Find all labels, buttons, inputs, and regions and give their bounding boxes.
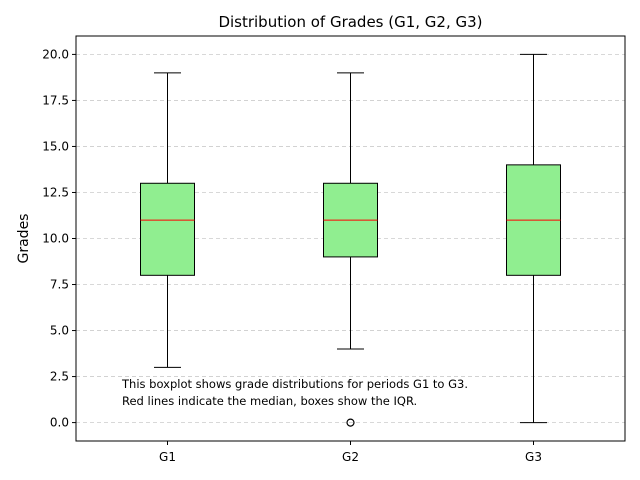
box-g3	[506, 53, 561, 424]
box-series	[140, 53, 561, 427]
y-tick-label: 2.5	[50, 370, 69, 384]
x-tick-label: G1	[159, 450, 176, 464]
y-tick-label: 10.0	[42, 232, 69, 246]
iqr-box	[140, 182, 195, 276]
box-g1	[140, 72, 195, 368]
y-tick-label: 0.0	[50, 416, 69, 430]
y-tick-label: 20.0	[42, 47, 69, 61]
y-tick-label: 17.5	[42, 93, 69, 107]
annotation-line-1: This boxplot shows grade distributions f…	[121, 377, 468, 391]
y-tick-label: 5.0	[50, 324, 69, 338]
y-tick-label: 12.5	[42, 185, 69, 199]
x-tick-label: G3	[525, 450, 542, 464]
annotation-line-2: Red lines indicate the median, boxes sho…	[122, 394, 417, 408]
y-axis-label: Grades	[16, 214, 32, 264]
chart-title: Distribution of Grades (G1, G2, G3)	[218, 13, 482, 31]
box-g2	[323, 72, 378, 427]
x-tick-label: G2	[342, 450, 359, 464]
x-axis: G1 G2 G3	[159, 441, 542, 464]
y-axis: 0.0 2.5 5.0 7.5 10.0 12.5 15.0 17.5 20.0	[42, 47, 76, 430]
outlier-point	[346, 418, 355, 427]
y-tick-label: 7.5	[50, 278, 69, 292]
y-tick-label: 15.0	[42, 139, 69, 153]
